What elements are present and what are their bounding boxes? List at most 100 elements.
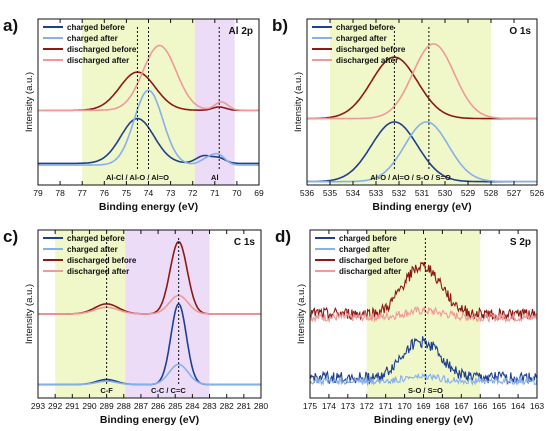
y-axis-label: Intensity (a.u.) [24,72,35,132]
x-tick-label: 163 [530,401,544,411]
x-tick-label: 284 [185,401,199,411]
legend-entry: charged before [336,23,394,32]
region-band [82,19,195,185]
panel-label: d) [275,227,291,246]
legend-entry: charged after [339,245,390,254]
x-tick-label: 69 [254,188,264,198]
x-tick-label: 76 [100,188,110,198]
x-tick-label: 71 [210,188,220,198]
x-tick-label: 529 [461,188,475,198]
legend-entry: discharged before [67,256,137,265]
x-tick-label: 535 [323,188,337,198]
x-tick-label: 79 [33,188,43,198]
x-tick-label: 290 [82,401,96,411]
legend-entry: discharged before [336,45,406,54]
x-tick-label: 289 [100,401,114,411]
panel-title: S 2p [510,237,531,248]
region-label: Al [211,173,219,182]
legend-entry: charged before [67,23,125,32]
x-tick-label: 70 [232,188,242,198]
x-tick-label: 530 [438,188,452,198]
x-tick-label: 292 [48,401,62,411]
y-axis-label: Intensity (a.u.) [296,284,307,344]
x-tick-label: 174 [322,401,336,411]
legend-entry: discharged before [339,256,409,265]
region-label: Al-Cl / Al-O / Al=O [106,173,169,182]
panel-c: 293 292 291 290 289 288 287 286 285 284 283 282 281 2… [3,227,268,426]
series-line-charged-after [307,121,537,183]
panel-label: b) [272,16,288,35]
series-line-discharged-after [307,43,537,120]
x-tick-label: 536 [300,188,314,198]
x-tick-label: 531 [415,188,429,198]
series-line-discharged-after [38,44,259,112]
x-tick-label: 288 [117,401,131,411]
x-tick-label: 73 [166,188,176,198]
series-line-charged-after [309,372,538,387]
plot-frame [37,229,262,399]
panel-title: O 1s [509,26,531,37]
series-line-charged-after [38,89,259,166]
x-tick-label: 286 [151,401,165,411]
legend-entry: charged after [67,34,118,43]
region-label: C-F [100,386,113,395]
y-axis-label: Intensity (a.u.) [24,284,35,344]
x-tick-label: 72 [188,188,198,198]
x-tick-label: 169 [416,401,430,411]
x-tick-label: 281 [237,401,251,411]
legend-entry: discharged after [67,267,129,276]
panel-b: 536 535 534 533 532 531 530 529 528 527 526 Binding… [272,16,544,213]
panel-a: 79 78 77 76 75 74 73 72 71 70 69 Binding energy (eV… [3,16,264,213]
legend-entry: discharged before [67,45,137,54]
x-tick-label: 285 [168,401,182,411]
region-label: S-O / S=O [408,386,443,395]
x-tick-label: 168 [435,401,449,411]
x-tick-label: 532 [392,188,406,198]
region-label: Al-O / Al=O / S-O / S=O [370,173,451,182]
region-label: C-C / C=C [151,386,186,395]
x-tick-label: 175 [303,401,317,411]
x-tick-label: 526 [530,188,544,198]
panel-label: c) [3,227,18,246]
x-tick-label: 75 [122,188,132,198]
x-tick-label: 534 [346,188,360,198]
legend-entry: discharged after [336,56,398,65]
legend-entry: charged before [339,234,397,243]
legend-entry: discharged after [67,56,129,65]
panel-title: C 1s [234,237,256,248]
x-tick-label: 282 [220,401,234,411]
x-tick-label: 165 [492,401,506,411]
x-tick-label: 173 [341,401,355,411]
x-tick-label: 533 [369,188,383,198]
x-tick-label: 74 [144,188,154,198]
series-line-charged-after [38,363,261,386]
panel-label: a) [3,16,18,35]
x-tick-label: 287 [134,401,148,411]
x-tick-label: 283 [202,401,216,411]
y-axis-label: Intensity (a.u.) [293,72,304,132]
region-band [330,19,491,185]
x-tick-label: 78 [55,188,65,198]
x-tick-label: 170 [397,401,411,411]
legend-entry: discharged after [339,267,401,276]
x-axis-label: Binding energy (eV) [374,414,473,426]
x-tick-label: 77 [77,188,87,198]
x-tick-label: 527 [507,188,521,198]
x-tick-label: 293 [31,401,45,411]
x-tick-label: 291 [65,401,79,411]
panel-d: 175 174 173 172 171 170 169 168 167 166 165 164 163 B… [275,227,544,426]
x-tick-label: 171 [379,401,393,411]
panel-title: Al 2p [229,26,253,37]
x-tick-label: 172 [360,401,374,411]
series-line-charged-before [309,336,538,386]
x-axis-label: Binding energy (eV) [99,201,198,213]
x-tick-label: 280 [254,401,268,411]
legend-entry: charged after [67,245,118,254]
legend-entry: charged before [67,234,125,243]
x-tick-label: 166 [473,401,487,411]
x-tick-label: 528 [484,188,498,198]
x-tick-label: 164 [511,401,525,411]
x-tick-label: 167 [454,401,468,411]
x-axis-label: Binding energy (eV) [372,201,471,213]
